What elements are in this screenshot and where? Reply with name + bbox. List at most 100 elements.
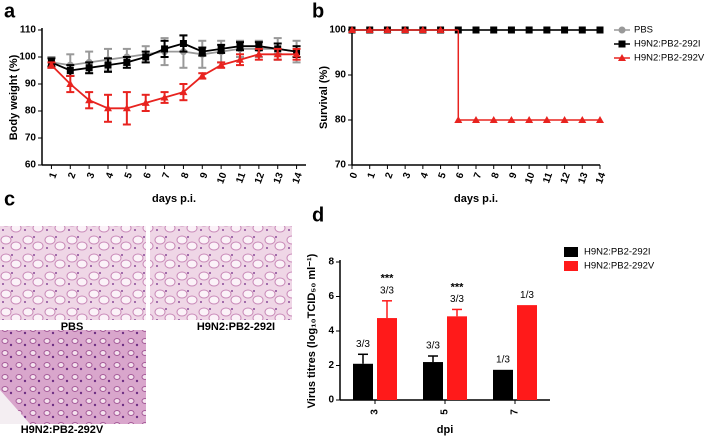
marker: [85, 64, 93, 72]
x-tick-label: 7: [510, 409, 521, 415]
marker: [542, 116, 551, 123]
marker: [141, 98, 150, 106]
marker: [543, 26, 551, 34]
x-tick-label: 2: [383, 171, 395, 180]
x-tick-label: 8: [490, 171, 502, 180]
x-tick-label: 5: [123, 171, 135, 180]
histology-background: [0, 390, 30, 424]
marker: [254, 50, 263, 58]
marker: [66, 67, 74, 74]
x-tick-label: 1: [366, 171, 378, 180]
marker: [255, 42, 263, 50]
marker: [217, 61, 226, 69]
marker: [525, 116, 534, 123]
legend-marker: [618, 26, 626, 34]
x-tick-label: 11: [234, 171, 248, 185]
x-tick-label: 2: [66, 171, 78, 180]
histology-image: [150, 226, 292, 320]
series-line: [50, 53, 297, 110]
marker: [122, 104, 131, 112]
y-axis-label: Survival (%): [318, 66, 330, 129]
image-label: H9N2:PB2-292V: [21, 424, 104, 436]
marker: [179, 88, 188, 96]
legend-label: H9N2:PB2-292V: [634, 53, 705, 64]
marker: [489, 116, 498, 123]
histology: PBS H9N2:PB2-292I H9N2:PB2-292V: [0, 226, 292, 436]
marker: [348, 26, 356, 33]
legend-label: H9N2:PB2-292I: [584, 247, 651, 258]
legend-marker: [618, 54, 626, 61]
value-label: 3/3: [380, 285, 394, 296]
marker: [47, 61, 56, 69]
legend-label: H9N2:PB2-292V: [584, 261, 655, 272]
y-tick-label: 100: [329, 25, 346, 36]
marker: [596, 26, 604, 34]
x-tick-label: 4: [419, 171, 431, 180]
x-tick-label: 14: [594, 171, 608, 186]
y-tick-label: 110: [20, 25, 37, 36]
x-tick-label: 3: [370, 409, 381, 415]
marker: [66, 80, 75, 87]
x-tick-label: 13: [272, 171, 286, 186]
marker: [490, 26, 498, 34]
marker: [578, 116, 587, 123]
marker: [198, 71, 207, 79]
legend-label: H9N2:PB2-292I: [634, 39, 701, 50]
y-tick-label: 70: [25, 133, 37, 144]
x-tick-label: 12: [559, 171, 573, 186]
bar: [353, 363, 373, 400]
value-label: 3/3: [356, 339, 370, 350]
marker: [436, 26, 445, 33]
y-tick-label: 80: [335, 115, 347, 126]
bar: [447, 316, 467, 400]
marker: [236, 55, 244, 63]
legend-swatch: [564, 261, 578, 271]
panel-label: b: [312, 0, 324, 22]
x-tick-label: 3: [85, 171, 97, 180]
marker: [85, 96, 94, 104]
panel-label: c: [4, 188, 15, 210]
marker: [507, 26, 515, 34]
x-tick-label: 10: [523, 171, 537, 186]
y-tick-label: 6: [328, 291, 334, 302]
x-tick-label: 9: [507, 171, 519, 180]
annotation: ***: [381, 273, 395, 285]
marker: [104, 61, 112, 69]
x-tick-label: 3: [401, 171, 413, 180]
x-tick-label: 14: [291, 171, 305, 186]
x-tick-label: 6: [454, 171, 466, 180]
image-label: H9N2:PB2-292I: [197, 321, 275, 333]
marker: [418, 26, 427, 33]
value-label: 1/3: [520, 290, 534, 301]
x-tick-label: 10: [215, 171, 229, 186]
bar: [517, 305, 537, 400]
value-label: 3/3: [450, 294, 464, 305]
marker: [198, 48, 206, 56]
y-axis-label: Body weight (%): [8, 54, 20, 140]
marker: [454, 116, 463, 123]
image-label: PBS: [61, 321, 84, 333]
annotation: ***: [451, 281, 465, 293]
x-tick-label: 8: [179, 171, 191, 180]
bar: [493, 369, 513, 400]
marker: [236, 42, 244, 50]
marker: [472, 116, 480, 123]
x-tick-label: 4: [104, 171, 116, 180]
y-tick-label: 60: [25, 160, 37, 171]
marker: [472, 26, 480, 34]
x-tick-label: 11: [541, 171, 555, 185]
x-axis-label: days p.i.: [152, 193, 196, 205]
x-tick-label: 9: [198, 171, 210, 180]
legend-label: PBS: [634, 25, 653, 36]
panel-label: a: [4, 0, 16, 22]
y-axis-label: Virus titres (log₁₀TCID₅₀ ml⁻¹): [306, 253, 318, 408]
legend-marker: [618, 40, 626, 48]
marker: [365, 26, 374, 33]
x-tick-label: 6: [142, 171, 154, 180]
x-axis-label: dpi: [437, 424, 454, 436]
marker: [383, 26, 392, 33]
x-tick-label: 5: [440, 409, 451, 415]
marker: [217, 45, 225, 53]
y-tick-label: 90: [25, 79, 37, 90]
